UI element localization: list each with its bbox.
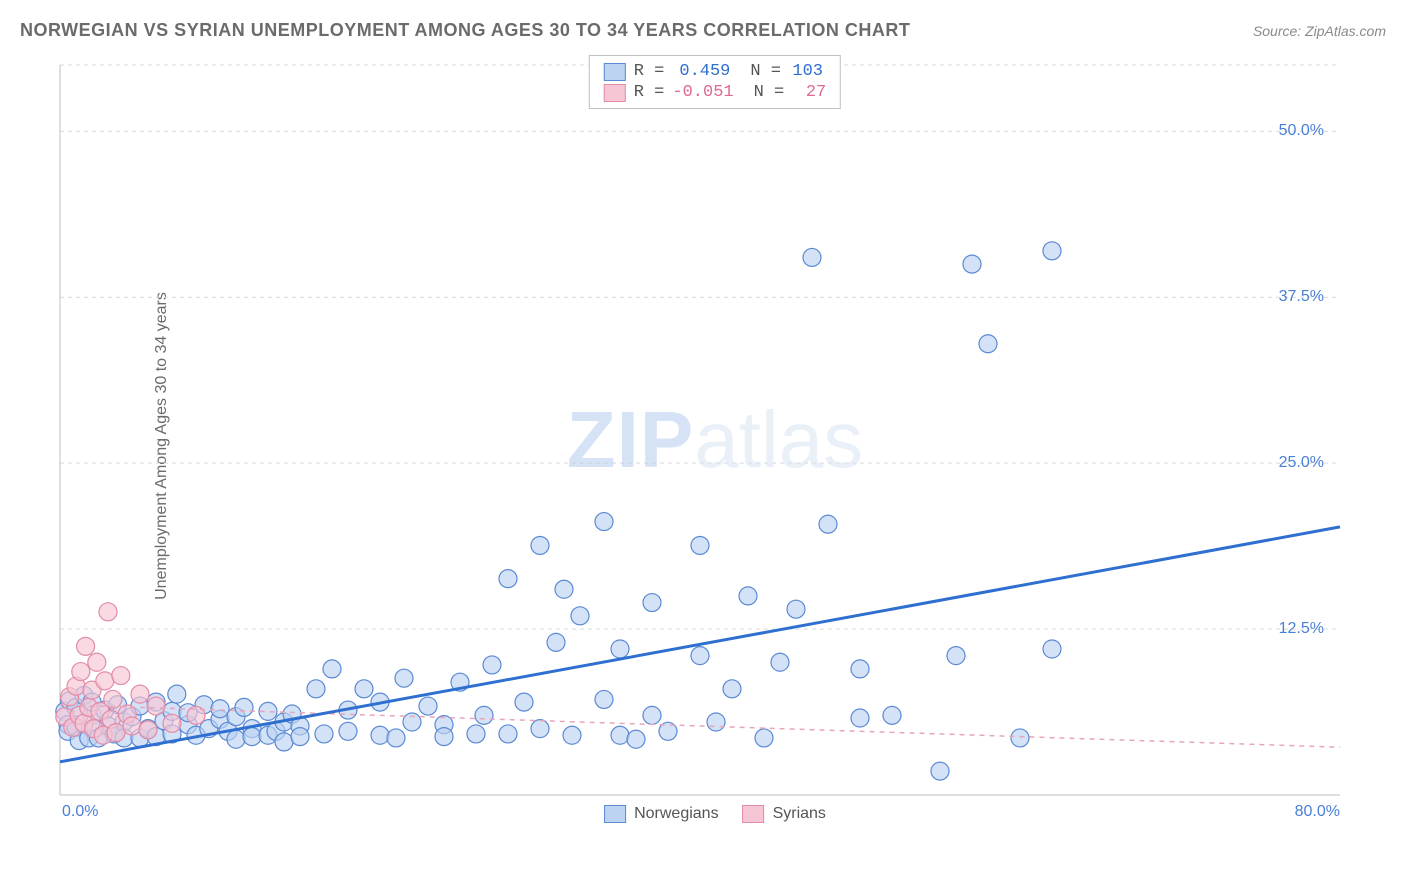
norwegians-point [483,656,501,674]
norwegians-legend-swatch [604,805,626,823]
y-tick-label: 25.0% [1279,454,1324,472]
norwegians-point [947,647,965,665]
norwegians-point [1043,640,1061,658]
norwegians-point [963,255,981,273]
norwegians-point [931,762,949,780]
syrians-point [77,637,95,655]
legend-item-syrians: Syrians [743,805,826,823]
norwegians-point [275,733,293,751]
syrians-point [147,697,165,715]
syrians-legend-swatch [743,805,765,823]
norwegians-point [475,706,493,724]
norwegians-point [739,587,757,605]
syrians-point [163,714,181,732]
norwegians-point [627,730,645,748]
norwegians-point [883,706,901,724]
norwegians-point [227,730,245,748]
syrians-point [99,603,117,621]
norwegians-point [499,570,517,588]
norwegians-point [803,248,821,266]
corr-legend-row-syrians: R =-0.051N =27 [604,83,826,102]
norwegians-point [339,722,357,740]
syrians-point [139,721,157,739]
legend-item-norwegians: Norwegians [604,805,718,823]
norwegians-point [211,700,229,718]
series-legend: Norwegians Syrians [604,805,826,823]
norwegians-point [387,729,405,747]
y-tick-label: 37.5% [1279,288,1324,306]
source-attribution: Source: ZipAtlas.com [1253,23,1386,39]
norwegians-swatch [604,63,626,81]
norwegians-point [571,607,589,625]
norwegians-point [395,669,413,687]
syrians-legend-label: Syrians [773,805,826,823]
y-tick-label: 50.0% [1279,122,1324,140]
norwegians-point [771,653,789,671]
norwegians-point [499,725,517,743]
norwegians-point [595,513,613,531]
syrians-point [88,653,106,671]
norwegians-point [691,647,709,665]
norwegians-point [1043,242,1061,260]
x-axis-max-label: 80.0% [1295,803,1340,821]
plot-canvas [50,55,1380,825]
norwegians-point [691,536,709,554]
norwegians-point [555,580,573,598]
norwegians-point [307,680,325,698]
norwegians-point [563,726,581,744]
norwegians-point [643,706,661,724]
norwegians-point [435,728,453,746]
norwegians-point [291,728,309,746]
norwegians-point [611,726,629,744]
title-row: NORWEGIAN VS SYRIAN UNEMPLOYMENT AMONG A… [20,20,1386,41]
norwegians-point [168,685,186,703]
corr-legend-row-norwegians: R =0.459N =103 [604,62,826,81]
norwegians-point [531,720,549,738]
syrians-point [112,667,130,685]
norwegians-point [355,680,373,698]
norwegians-point [235,698,253,716]
norwegians-point [819,515,837,533]
norwegians-point [787,600,805,618]
norwegians-point [851,660,869,678]
y-tick-label: 12.5% [1279,620,1324,638]
syrians-point [72,663,90,681]
syrians-point [123,717,141,735]
norwegians-point [851,709,869,727]
chart-title: NORWEGIAN VS SYRIAN UNEMPLOYMENT AMONG A… [20,20,910,41]
norwegians-point [315,725,333,743]
syrians-point [104,690,122,708]
norwegians-point [643,594,661,612]
norwegians-point [419,697,437,715]
correlation-legend: R =0.459N =103 R =-0.051N =27 [589,55,841,109]
norwegians-point [595,690,613,708]
syrians-swatch [604,84,626,102]
scatter-plot: ZIPatlas R =0.459N =103R =-0.051N =27 12… [50,55,1380,825]
norwegians-point [707,713,725,731]
norwegians-point [531,536,549,554]
norwegians-point [243,728,261,746]
norwegians-point [323,660,341,678]
norwegians-point [1011,729,1029,747]
norwegians-point [467,725,485,743]
norwegians-point [723,680,741,698]
norwegians-legend-label: Norwegians [634,805,718,823]
x-axis-min-label: 0.0% [62,803,98,821]
norwegians-point [755,729,773,747]
norwegians-point [979,335,997,353]
syrians-point [107,724,125,742]
norwegians-point [547,633,565,651]
norwegians-point [371,726,389,744]
norwegians-point [515,693,533,711]
syrians-point [131,685,149,703]
norwegians-point [611,640,629,658]
syrians-point [96,672,114,690]
